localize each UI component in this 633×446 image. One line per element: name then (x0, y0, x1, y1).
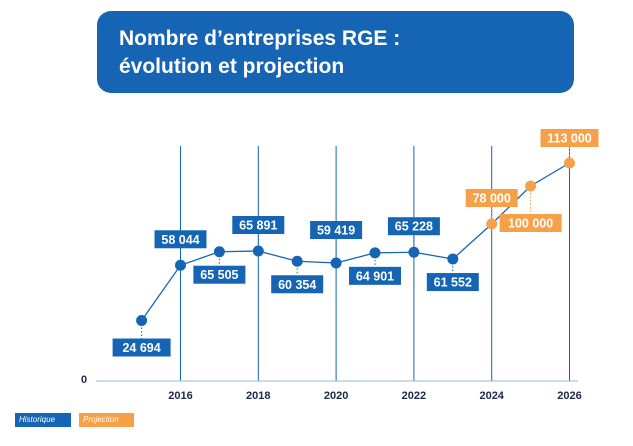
data-label-2016-label: 58 044 (161, 233, 199, 247)
data-label-2021-label: 64 901 (356, 269, 394, 283)
x-tick-label-2018: 2018 (246, 390, 270, 402)
data-label-2026-box (540, 129, 599, 147)
data-label-2015-label: 24 694 (122, 341, 160, 355)
data-label-2022-label: 65 228 (395, 220, 433, 234)
data-label-2026-label: 113 000 (547, 132, 592, 146)
x-tick-label-2016: 2016 (168, 390, 192, 402)
chart-title-line-2: évolution et projection (119, 55, 345, 78)
x-tick-label-2020: 2020 (324, 390, 348, 402)
data-label-2025-label: 100 000 (508, 217, 553, 231)
data-point-2022 (408, 246, 420, 258)
data-label-2017-box (193, 265, 246, 284)
data-point-2023 (447, 253, 459, 265)
data-point-2016 (175, 259, 186, 271)
data-label-2017-label: 65 505 (200, 268, 238, 282)
y-tick-label-0: 0 (81, 374, 87, 386)
data-label-2024-box (465, 189, 518, 207)
data-label-2016-box (154, 230, 207, 249)
data-point-2021 (369, 247, 381, 259)
data-label-2018-label: 65 891 (239, 219, 277, 233)
data-point-2025 (525, 180, 537, 192)
data-label-2025-box (499, 214, 562, 232)
data-label-2020-box (310, 221, 363, 239)
chart-title-box: Nombre d’entreprises RGE : évolution et … (97, 11, 574, 93)
x-tick-label-2026: 2026 (557, 390, 581, 402)
data-point-2019 (291, 255, 303, 267)
data-label-2024-label: 78 000 (473, 192, 511, 206)
series-line-projection (452, 162, 570, 260)
data-point-2020 (330, 257, 342, 269)
data-point-2018 (252, 245, 264, 257)
legend-historique: Historique (15, 413, 71, 427)
data-point-2017 (213, 246, 225, 258)
x-tick-label-2024: 2024 (479, 390, 504, 402)
data-label-2018-box (232, 216, 285, 234)
x-tick-label-2022: 2022 (402, 390, 426, 402)
data-point-2024 (486, 218, 498, 230)
data-label-2020-label: 59 419 (317, 224, 355, 238)
data-label-2021-box (349, 266, 401, 285)
data-point-2015 (136, 315, 148, 326)
chart-title-line-1: Nombre d’entreprises RGE : (119, 27, 401, 50)
data-label-2015-box (112, 338, 171, 357)
data-label-2023-box (426, 273, 479, 292)
data-label-2023-label: 61 552 (434, 276, 472, 290)
legend-projection: Projection (79, 413, 134, 427)
data-label-2022-box (387, 217, 440, 236)
data-label-2019-box (271, 275, 324, 294)
data-label-2019-label: 60 354 (278, 278, 316, 292)
data-point-2026 (564, 157, 575, 169)
